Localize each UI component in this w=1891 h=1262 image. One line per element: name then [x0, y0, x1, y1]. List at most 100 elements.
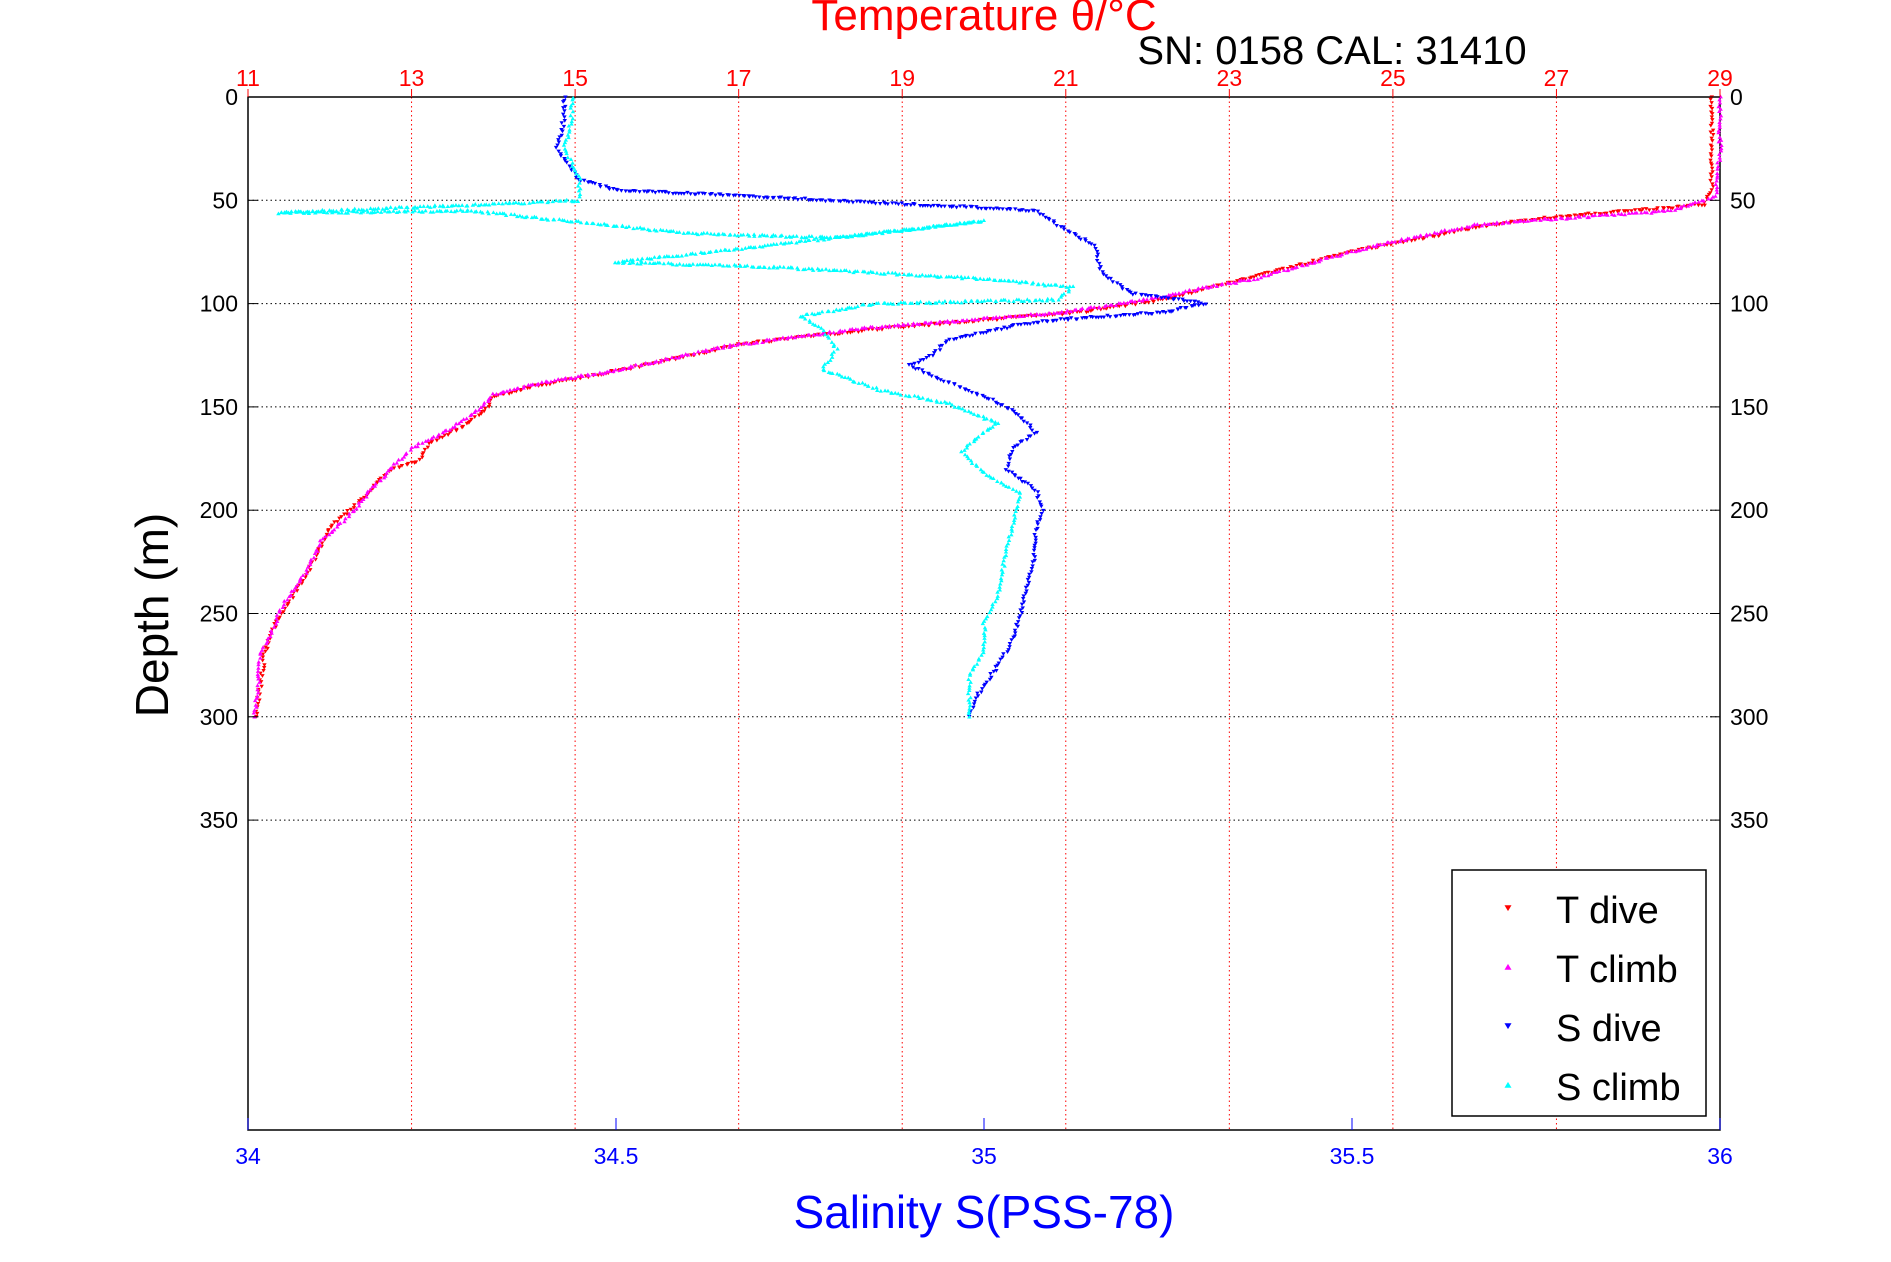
data-point	[805, 238, 811, 242]
data-point	[937, 319, 942, 324]
data-point	[1051, 310, 1057, 315]
data-point	[308, 557, 314, 562]
data-point	[831, 344, 836, 348]
data-point	[1073, 317, 1079, 322]
data-point	[1504, 219, 1509, 224]
data-point	[804, 235, 809, 240]
data-point	[1006, 314, 1011, 318]
data-point	[1108, 276, 1113, 281]
data-point	[405, 208, 410, 213]
data-point	[882, 388, 888, 393]
data-point	[820, 331, 825, 336]
data-point	[967, 714, 972, 719]
data-point	[1012, 512, 1017, 517]
data-point	[368, 487, 373, 492]
data-point	[342, 512, 347, 517]
data-point	[1558, 215, 1563, 220]
data-point	[866, 270, 871, 275]
data-point	[613, 367, 618, 372]
data-point	[1536, 217, 1542, 221]
data-point	[476, 413, 482, 418]
data-point	[276, 617, 282, 622]
data-point	[1710, 170, 1715, 175]
data-point	[918, 299, 923, 304]
data-point	[1026, 209, 1031, 214]
data-point	[1170, 291, 1175, 296]
data-point	[1066, 287, 1072, 292]
data-point	[1403, 238, 1408, 242]
data-point	[356, 207, 361, 212]
data-point	[626, 366, 631, 370]
data-point	[1078, 237, 1083, 242]
data-point	[1266, 273, 1271, 278]
data-point	[788, 235, 794, 239]
data-point	[1205, 285, 1211, 290]
data-point	[1027, 298, 1032, 303]
data-point	[534, 215, 539, 220]
data-point	[472, 410, 477, 415]
data-point	[913, 367, 918, 372]
x-bottom-tick-label: 34.5	[594, 1143, 639, 1169]
data-point	[981, 218, 987, 223]
data-point	[712, 262, 718, 267]
data-point	[923, 273, 928, 278]
data-point	[1715, 171, 1720, 175]
data-point	[615, 188, 620, 193]
data-point	[1094, 255, 1100, 259]
x-top-tick-label: 21	[1053, 65, 1079, 91]
data-point	[324, 532, 330, 537]
data-point	[1000, 561, 1005, 566]
data-point	[681, 231, 686, 235]
data-point	[1442, 228, 1447, 232]
data-point	[971, 439, 977, 444]
data-point	[382, 208, 388, 213]
data-point	[1639, 210, 1644, 215]
x-top-tick-label: 29	[1707, 65, 1733, 91]
data-point	[947, 400, 952, 405]
data-point	[859, 329, 865, 334]
data-point	[904, 203, 910, 207]
data-point	[643, 360, 648, 365]
data-point	[928, 273, 934, 278]
data-point	[1392, 239, 1398, 244]
data-point	[562, 376, 567, 381]
data-point	[481, 403, 486, 407]
data-point	[859, 302, 865, 307]
data-point	[1706, 192, 1712, 197]
data-point	[1003, 549, 1009, 554]
data-point	[1599, 212, 1605, 217]
data-point	[746, 245, 752, 250]
data-point	[981, 470, 987, 474]
data-point	[409, 460, 415, 465]
data-point	[998, 576, 1004, 581]
data-point	[835, 234, 840, 239]
data-point	[633, 189, 638, 194]
data-point	[300, 573, 306, 578]
data-point	[1181, 299, 1187, 303]
data-point	[805, 332, 811, 337]
data-point	[453, 203, 459, 207]
data-point	[928, 204, 933, 209]
legend-marker	[1504, 1081, 1512, 1088]
data-point	[1189, 291, 1194, 296]
data-point	[1173, 291, 1178, 296]
data-point	[262, 663, 267, 668]
data-point	[711, 346, 717, 351]
data-point	[858, 199, 863, 204]
data-point	[966, 711, 972, 716]
data-point	[831, 309, 836, 314]
data-point	[1040, 213, 1046, 217]
data-point	[878, 271, 884, 276]
data-point	[1715, 173, 1720, 178]
data-point	[337, 516, 342, 521]
data-point	[254, 696, 259, 700]
data-point	[984, 473, 989, 477]
data-point	[294, 589, 300, 593]
data-point	[1036, 281, 1041, 286]
data-point	[1015, 624, 1021, 629]
data-point	[459, 425, 465, 430]
data-point	[1035, 490, 1041, 494]
data-point	[319, 541, 325, 546]
data-point	[988, 317, 993, 321]
data-point	[1706, 196, 1711, 201]
